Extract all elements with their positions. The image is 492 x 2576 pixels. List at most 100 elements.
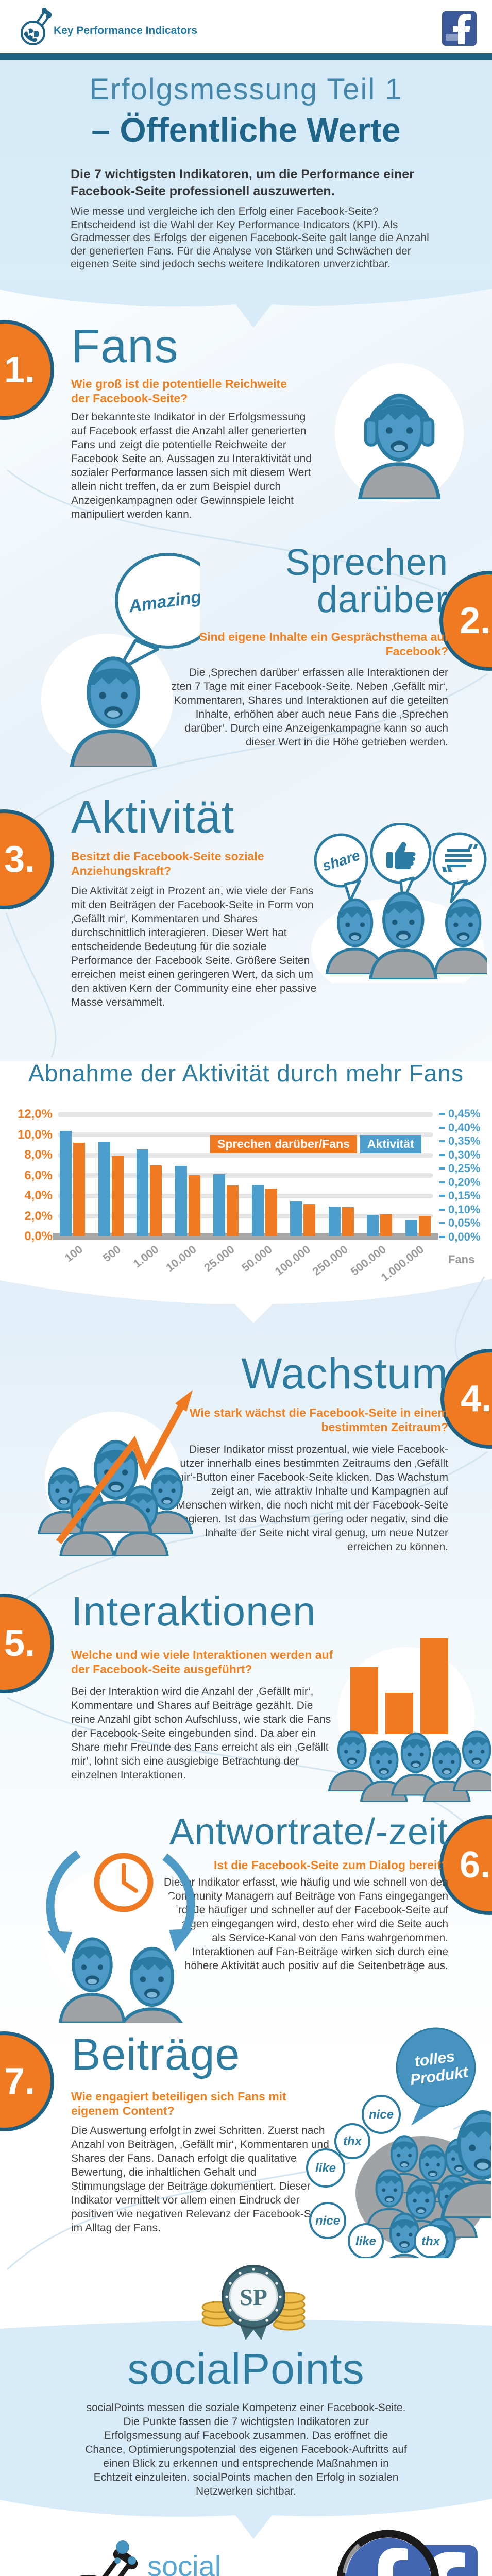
bar-Aktivität bbox=[328, 1207, 341, 1236]
bar-group-25.000 bbox=[213, 1174, 239, 1236]
growth-illustration bbox=[27, 1390, 202, 1575]
page-title-line1: Erfolgsmessung Teil 1 bbox=[89, 73, 403, 106]
left-axis-tick: 2,0% bbox=[24, 1209, 53, 1223]
bar-Aktivität bbox=[290, 1201, 302, 1236]
bar-Sprechen darüber/Fans bbox=[227, 1185, 239, 1236]
left-axis-tick: 6,0% bbox=[24, 1168, 53, 1182]
chart-bottom-wave-shape bbox=[0, 1279, 492, 1328]
section-body: Dieser Indikator misst prozentual, wie v… bbox=[161, 1444, 448, 1553]
left-axis-tick: 4,0% bbox=[24, 1189, 53, 1202]
header: Key Performance Indicators bbox=[0, 0, 492, 53]
chart-right-axis: 0,45% 0,40% 0,35% 0,30% 0,25% 0,20% 0,15% 0,10%… bbox=[439, 1107, 480, 1244]
page-subtitle: Die 7 wichtigsten Indikatoren, um die Pe… bbox=[71, 167, 414, 198]
gridline bbox=[58, 1153, 433, 1158]
arrow-up-icon bbox=[175, 1390, 193, 1412]
fans-person-illustration bbox=[335, 363, 464, 502]
magnifying-glass-icon bbox=[337, 2530, 439, 2576]
bar-group-250.000 bbox=[328, 1207, 354, 1236]
bar-Sprechen darüber/Fans bbox=[111, 1156, 124, 1236]
svg-text:like: like bbox=[315, 2161, 336, 2175]
section-body: Die ‚Sprechen darüber‘ erfassen alle Int… bbox=[160, 667, 448, 748]
bar-Aktivität bbox=[251, 1185, 264, 1236]
response-time-illustration bbox=[45, 1850, 195, 2023]
socialpoints-title: socialPoints bbox=[127, 2345, 365, 2393]
sp-medal-coins-icon: SP bbox=[201, 2265, 306, 2340]
bar-group-1.000.000 bbox=[405, 1216, 431, 1236]
bar-group-50.000 bbox=[251, 1185, 277, 1236]
cycle-arrow-right bbox=[162, 1853, 195, 1939]
right-axis-tick: 0,40% bbox=[439, 1121, 480, 1134]
activity-bubbles-illustration: share bbox=[311, 823, 487, 983]
right-axis-tick: 0,10% bbox=[439, 1203, 480, 1216]
section-body: Die Aktivität zeigt in Prozent an, wie v… bbox=[71, 885, 317, 1008]
bar-group-500 bbox=[98, 1142, 124, 1236]
bar-Aktivität bbox=[98, 1142, 110, 1236]
right-axis-tick: 0,45% bbox=[439, 1107, 480, 1121]
bar-Sprechen darüber/Fans bbox=[380, 1214, 393, 1236]
socialpoints-body: socialPoints messen die soziale Kompeten… bbox=[85, 2402, 407, 2497]
x-tick-label: 25.000 bbox=[201, 1243, 237, 1275]
right-axis-tick: 0,05% bbox=[439, 1216, 480, 1230]
section-title-fans: Fans bbox=[71, 320, 179, 372]
legend-item-aktivitaet: Aktivität bbox=[360, 1135, 421, 1153]
cycle-arrow-left bbox=[46, 1850, 81, 1941]
fan-posts-crowd-illustration: tolles Produkt nice thx like nice like t… bbox=[306, 2027, 491, 2258]
gridline bbox=[58, 1112, 433, 1117]
section-title-wachstum: Wachstum bbox=[241, 1349, 448, 1398]
bar-group-100 bbox=[60, 1131, 85, 1236]
chart-left-axis: 12,0% 10,0% 8,0% 6,0% 4,0% 2,0% 0,0% bbox=[14, 1107, 53, 1244]
right-axis-tick: 0,35% bbox=[439, 1134, 480, 1148]
socialbench-flask-logo-icon bbox=[53, 2540, 138, 2576]
section-question: Wie stark wächst die Facebook-Seite in e… bbox=[189, 1406, 448, 1434]
bar-group-500.000 bbox=[367, 1214, 393, 1236]
amazing-person-illustration: Amazing! bbox=[41, 553, 200, 767]
svg-text:thx: thx bbox=[343, 2134, 363, 2148]
section-question: Besitzt die Facebook-Seite soziale Anzie… bbox=[71, 850, 264, 877]
section-title-beitraege: Beiträge bbox=[71, 2030, 241, 2079]
chart-title: Abnahme der Aktivität durch mehr Fans bbox=[28, 1060, 464, 1087]
section-body: Dieser Indikator erfasst, wie häufig und… bbox=[163, 1876, 448, 1972]
section-number: 1. bbox=[4, 349, 35, 391]
section-number: 2. bbox=[460, 600, 491, 641]
bar-Sprechen darüber/Fans bbox=[188, 1175, 200, 1236]
right-axis-tick: 0,15% bbox=[439, 1189, 480, 1202]
intro-paragraph: Wie messe und vergleiche ich den Erfolg … bbox=[71, 206, 429, 270]
section-title-aktivitaet: Aktivität bbox=[71, 791, 235, 842]
x-tick-label: 1.000 bbox=[130, 1243, 161, 1270]
facebook-icon[interactable] bbox=[442, 11, 477, 46]
page-title-line2: – Öffentliche Werte bbox=[91, 111, 401, 149]
section-number: 5. bbox=[4, 1623, 35, 1664]
chart-x-axis-title: Fans bbox=[448, 1253, 475, 1266]
sp-medal-label: SP bbox=[240, 2284, 267, 2310]
bar-Sprechen darüber/Fans bbox=[265, 1189, 277, 1236]
svg-text:thx: thx bbox=[421, 2234, 441, 2248]
bar-Aktivität bbox=[175, 1166, 187, 1236]
bar-Aktivität bbox=[405, 1220, 417, 1236]
bar-Sprechen darüber/Fans bbox=[303, 1204, 316, 1236]
right-axis-tick: 0,30% bbox=[439, 1148, 480, 1162]
brand-text: Key Performance Indicators bbox=[54, 25, 197, 37]
chart-bars bbox=[58, 1114, 433, 1236]
bar-Sprechen darüber/Fans bbox=[150, 1165, 162, 1236]
left-axis-tick: 12,0% bbox=[17, 1107, 53, 1121]
small-speech-bubbles: nice thx like nice like thx bbox=[306, 2095, 448, 2258]
thumbs-up-icon bbox=[386, 842, 416, 869]
svg-text:nice: nice bbox=[315, 2214, 340, 2228]
bar-Aktivität bbox=[213, 1174, 226, 1236]
right-axis-tick: 0,00% bbox=[439, 1230, 480, 1244]
x-tick-label: 10.000 bbox=[163, 1243, 199, 1275]
gridline bbox=[58, 1193, 433, 1198]
gridline bbox=[58, 1132, 433, 1137]
gridline bbox=[58, 1214, 433, 1218]
logo-word-social: social bbox=[147, 2550, 222, 2576]
section-question: Sind eigene Inhalte ein Gesprächsthema a… bbox=[199, 630, 448, 658]
section-title-interaktionen: Interaktionen bbox=[71, 1588, 316, 1634]
section-body: Der bekannteste Indikator in der Erfolgs… bbox=[71, 411, 312, 520]
left-axis-tick: 0,0% bbox=[24, 1229, 53, 1243]
legend-item-sprechen-darueber: Sprechen darüber/Fans bbox=[210, 1135, 357, 1153]
section-number: 6. bbox=[460, 1844, 491, 1886]
section-title-antwortrate-zeit: Antwortrate/-zeit bbox=[169, 1811, 448, 1853]
left-axis-tick: 10,0% bbox=[17, 1127, 53, 1142]
kpi-flask-logo-icon bbox=[21, 8, 52, 45]
